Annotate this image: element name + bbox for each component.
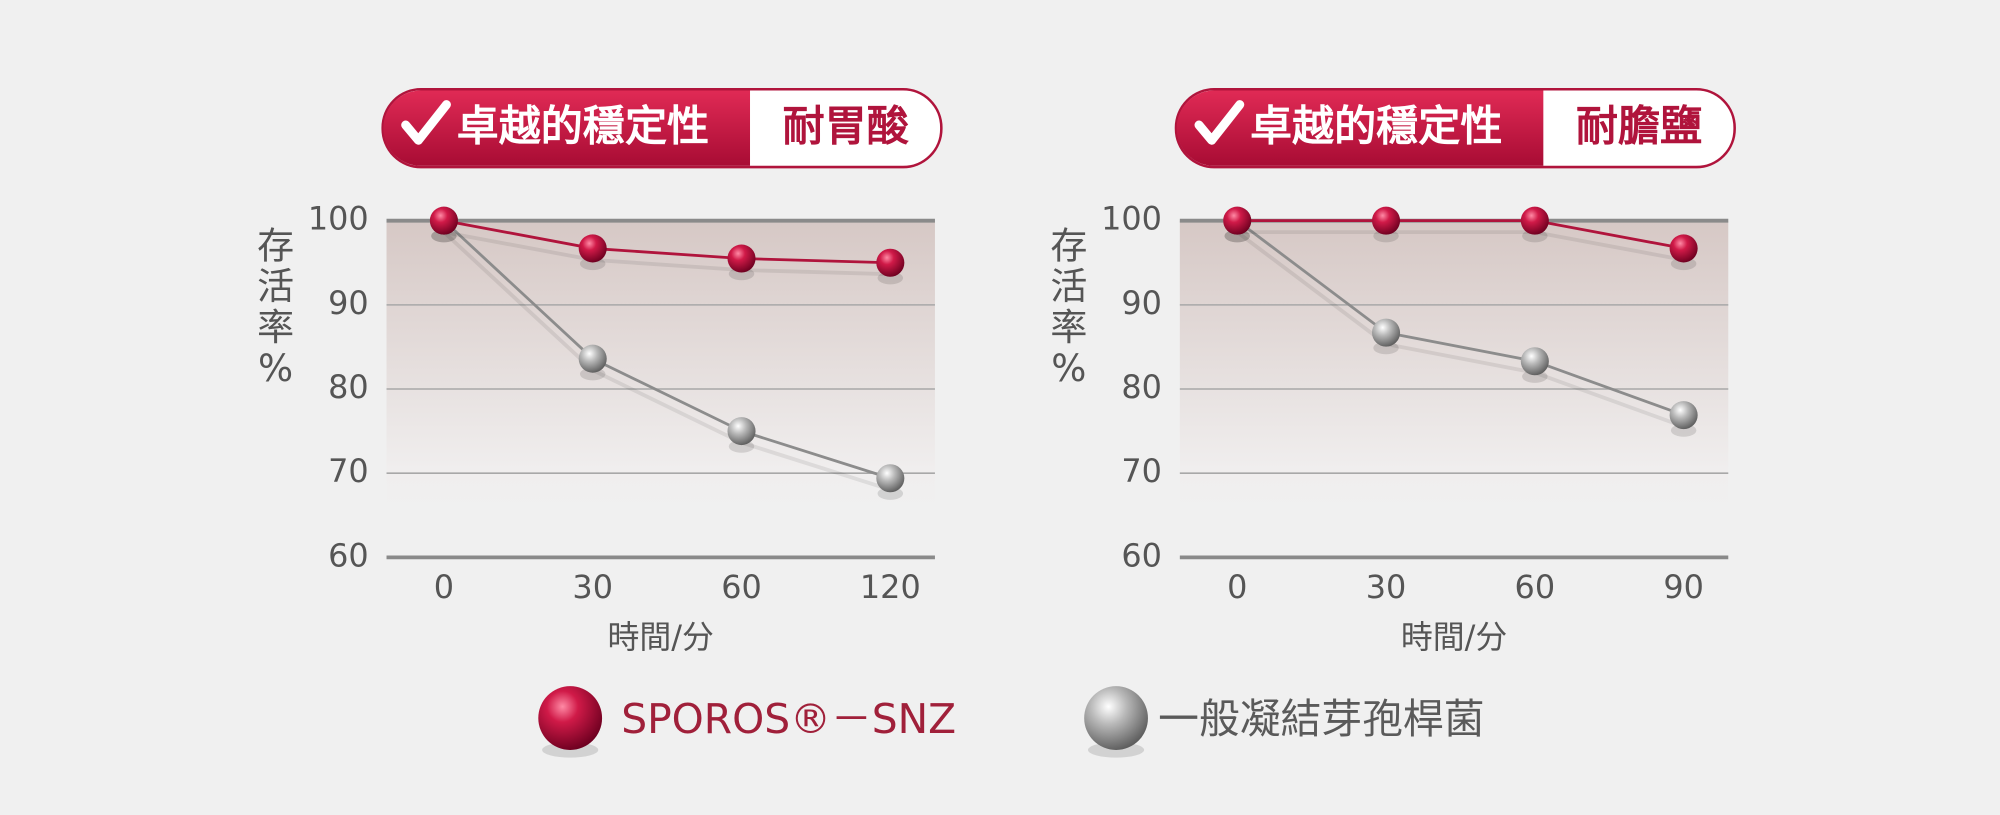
x-tick-label: 60 (721, 568, 762, 606)
badge-red (1176, 90, 1544, 166)
point (876, 248, 905, 277)
point (1669, 234, 1698, 263)
y-tick-label: 100 (1101, 200, 1162, 238)
y-axis-label: 存活率% (1050, 224, 1087, 389)
y-tick-label: 80 (1121, 368, 1162, 406)
y-tick-label: 100 (308, 200, 369, 238)
badge-subtitle: 耐膽鹽 (1576, 101, 1702, 150)
legend: SPOROS®－SNZ 一般凝結芽孢桿菌 (538, 686, 1485, 758)
y-tick-label: 60 (1121, 536, 1162, 574)
legend-swatch (1084, 686, 1148, 750)
series-line (1237, 219, 1684, 250)
y-tick-label: 70 (1121, 452, 1162, 490)
point (876, 464, 905, 493)
plot-background (386, 220, 935, 514)
line-shadow (442, 230, 891, 492)
legend-swatch (538, 686, 603, 750)
point (1520, 206, 1549, 235)
check-icon (401, 100, 451, 145)
x-axis-label: 時間/分 (1401, 618, 1507, 656)
legend-label: SPOROS®－SNZ (621, 695, 956, 743)
chart: 卓越的穩定性 耐胃酸 60 70 80 90 100 存活率% 0 30 60 120 時間/分 (257, 88, 943, 656)
point (727, 417, 756, 446)
x-tick-label: 30 (572, 568, 613, 606)
y-tick-label: 60 (328, 536, 369, 574)
badge-title: 卓越的穩定性 (457, 101, 709, 150)
point (578, 344, 607, 373)
x-axis-label: 時間/分 (608, 618, 714, 656)
plot-background (1179, 220, 1729, 514)
series-line (443, 219, 891, 265)
point (578, 234, 607, 263)
legend-label: 一般凝結芽孢桿菌 (1158, 695, 1484, 743)
y-tick-label: 70 (328, 452, 369, 490)
point (1669, 401, 1698, 430)
x-tick-label: 120 (860, 568, 921, 606)
x-tick-label: 90 (1663, 568, 1704, 606)
x-tick-label: 0 (434, 568, 454, 606)
line-shadow (1237, 230, 1684, 262)
point (1372, 318, 1401, 347)
y-tick-label: 90 (328, 284, 369, 322)
point (1223, 206, 1252, 235)
line-shadow (443, 230, 891, 277)
check-icon (1194, 100, 1245, 145)
series-line (1236, 219, 1685, 417)
x-tick-label: 60 (1515, 568, 1556, 606)
x-tick-label: 0 (1227, 568, 1247, 606)
point (1520, 347, 1549, 376)
chart: 卓越的穩定性 耐膽鹽 60 70 80 90 100 存活率% 0 30 60 90 時間/分 (1050, 88, 1736, 656)
y-tick-label: 80 (328, 368, 369, 406)
badge-title: 卓越的穩定性 (1250, 101, 1502, 150)
y-axis-label: 存活率% (257, 224, 294, 389)
point (727, 244, 756, 273)
point (429, 206, 458, 235)
badge-red (383, 90, 751, 166)
x-tick-label: 30 (1366, 568, 1407, 606)
line-shadow (1236, 230, 1685, 429)
badge-subtitle: 耐胃酸 (783, 101, 910, 150)
y-tick-label: 90 (1121, 284, 1162, 322)
series-line (442, 219, 891, 480)
point (1372, 206, 1401, 235)
